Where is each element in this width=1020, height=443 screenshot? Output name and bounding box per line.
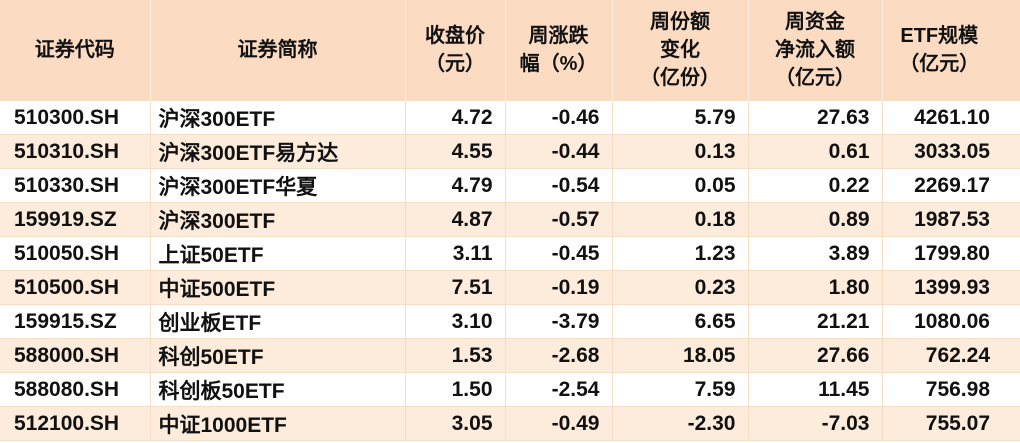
header-cell-name: 证券简称 [149, 0, 405, 101]
table-body: 510300.SH 沪深300ETF 4.72 -0.46 5.79 27.63 4261.… [0, 100, 1020, 441]
header-cell-inflow: 周资金 净流入额 （亿元） [747, 0, 882, 101]
cell-close: 7.51 [404, 270, 506, 305]
table-row: 510050.SH 上证50ETF 3.11 -0.45 1.23 3.89 1799.80 [0, 236, 1020, 271]
cell-name: 中证1000ETF [149, 406, 406, 441]
cell-pct: -0.44 [504, 134, 613, 169]
cell-scale: 755.07 [881, 406, 1020, 441]
cell-pct: -0.49 [504, 406, 613, 441]
cell-pct: -3.79 [504, 304, 613, 339]
cell-pct: -0.54 [504, 168, 613, 203]
cell-share: 1.23 [611, 236, 749, 271]
cell-close: 4.79 [404, 168, 506, 203]
cell-inflow: 0.89 [747, 202, 883, 237]
header-row: 证券代码 证券简称 收盘价 （元） 周涨跌 幅（%） 周份额 变化 （亿份） 周资金 净流… [0, 0, 1020, 101]
cell-code: 510330.SH [0, 168, 151, 203]
table-row: 510330.SH 沪深300ETF华夏 4.79 -0.54 0.05 0.22 2269… [0, 168, 1020, 203]
cell-share: 0.23 [611, 270, 749, 305]
cell-close: 4.72 [404, 100, 506, 135]
cell-code: 159919.SZ [0, 202, 151, 237]
cell-close: 3.10 [404, 304, 506, 339]
header-cell-share: 周份额 变化 （亿份） [611, 0, 748, 101]
cell-name: 沪深300ETF易方达 [149, 134, 406, 169]
cell-code: 588000.SH [0, 338, 151, 373]
table-row: 588080.SH 科创板50ETF 1.50 -2.54 7.59 11.45 756.9… [0, 372, 1020, 407]
cell-scale: 1987.53 [881, 202, 1020, 237]
cell-inflow: 21.21 [747, 304, 883, 339]
cell-name: 创业板ETF [149, 304, 406, 339]
cell-code: 510300.SH [0, 100, 151, 135]
cell-share: 7.59 [611, 372, 749, 407]
cell-inflow: 27.63 [747, 100, 883, 135]
cell-inflow: 1.80 [747, 270, 883, 305]
cell-share: 0.13 [611, 134, 749, 169]
cell-pct: -2.68 [504, 338, 613, 373]
cell-share: -2.30 [611, 406, 749, 441]
table-row: 510310.SH 沪深300ETF易方达 4.55 -0.44 0.13 0.61 303… [0, 134, 1020, 169]
cell-name: 科创板50ETF [149, 372, 406, 407]
cell-code: 512100.SH [0, 406, 151, 441]
header-cell-scale: ETF规模 （亿元） [881, 0, 1020, 101]
cell-name: 沪深300ETF华夏 [149, 168, 406, 203]
cell-scale: 1080.06 [881, 304, 1020, 339]
cell-close: 4.55 [404, 134, 506, 169]
cell-pct: -0.19 [504, 270, 613, 305]
cell-share: 18.05 [611, 338, 749, 373]
cell-close: 3.05 [404, 406, 506, 441]
cell-name: 沪深300ETF [149, 202, 406, 237]
cell-code: 588080.SH [0, 372, 151, 407]
cell-scale: 4261.10 [881, 100, 1020, 135]
table-row: 588000.SH 科创50ETF 1.53 -2.68 18.05 27.66 762.2… [0, 338, 1020, 373]
cell-scale: 2269.17 [881, 168, 1020, 203]
cell-inflow: 27.66 [747, 338, 883, 373]
cell-code: 510050.SH [0, 236, 151, 271]
cell-code: 159915.SZ [0, 304, 151, 339]
table-header: 证券代码 证券简称 收盘价 （元） 周涨跌 幅（%） 周份额 变化 （亿份） 周资金 净流… [0, 0, 1020, 101]
cell-inflow: 11.45 [747, 372, 883, 407]
cell-inflow: -7.03 [747, 406, 883, 441]
cell-scale: 756.98 [881, 372, 1020, 407]
cell-code: 510500.SH [0, 270, 151, 305]
cell-name: 中证500ETF [149, 270, 406, 305]
cell-close: 3.11 [404, 236, 506, 271]
cell-share: 6.65 [611, 304, 749, 339]
header-cell-code: 证券代码 [0, 0, 150, 101]
table-row: 512100.SH 中证1000ETF 3.05 -0.49 -2.30 -7.03 755… [0, 406, 1020, 441]
cell-code: 510310.SH [0, 134, 151, 169]
cell-close: 4.87 [404, 202, 506, 237]
cell-scale: 762.24 [881, 338, 1020, 373]
cell-name: 上证50ETF [149, 236, 406, 271]
cell-pct: -0.57 [504, 202, 613, 237]
cell-pct: -2.54 [504, 372, 613, 407]
cell-inflow: 0.61 [747, 134, 883, 169]
table-row: 510500.SH 中证500ETF 7.51 -0.19 0.23 1.80 1399.9… [0, 270, 1020, 305]
table-row: 159919.SZ 沪深300ETF 4.87 -0.57 0.18 0.89 1987.5… [0, 202, 1020, 237]
cell-name: 沪深300ETF [149, 100, 406, 135]
cell-share: 0.18 [611, 202, 749, 237]
cell-pct: -0.46 [504, 100, 613, 135]
cell-inflow: 3.89 [747, 236, 883, 271]
cell-close: 1.50 [404, 372, 506, 407]
cell-share: 0.05 [611, 168, 749, 203]
table-row: 159915.SZ 创业板ETF 3.10 -3.79 6.65 21.21 1080.06 [0, 304, 1020, 339]
header-cell-pct: 周涨跌 幅（%） [504, 0, 612, 101]
cell-close: 1.53 [404, 338, 506, 373]
cell-scale: 1399.93 [881, 270, 1020, 305]
cell-pct: -0.45 [504, 236, 613, 271]
cell-scale: 1799.80 [881, 236, 1020, 271]
cell-scale: 3033.05 [881, 134, 1020, 169]
cell-share: 5.79 [611, 100, 749, 135]
header-cell-close: 收盘价 （元） [404, 0, 505, 101]
cell-name: 科创50ETF [149, 338, 406, 373]
table-row: 510300.SH 沪深300ETF 4.72 -0.46 5.79 27.63 4261.… [0, 100, 1020, 135]
cell-inflow: 0.22 [747, 168, 883, 203]
